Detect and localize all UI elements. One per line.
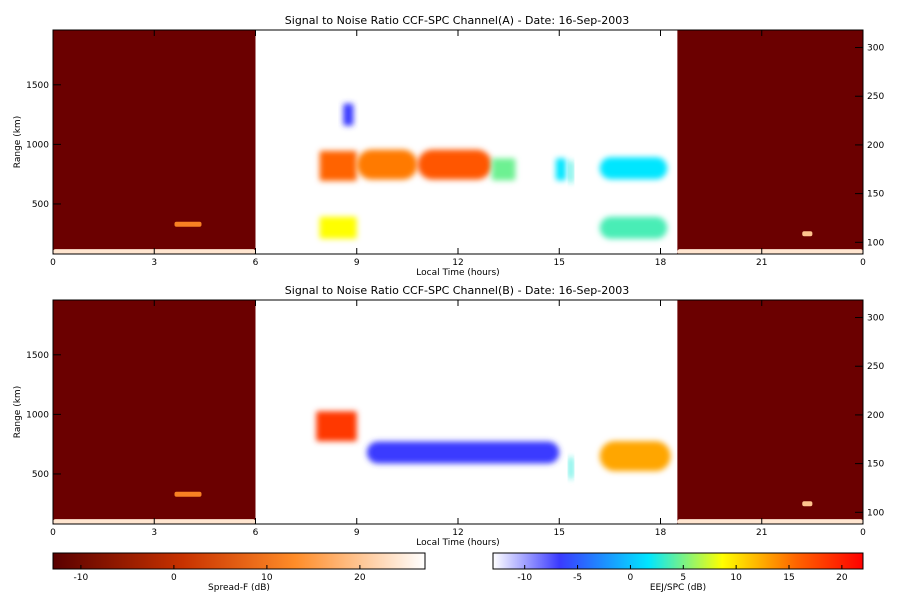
x-tick-label: 3 xyxy=(151,258,157,268)
colorbar-tick-label: 20 xyxy=(836,573,848,583)
right-tick-label: 200 xyxy=(867,141,884,151)
panel-b-title: Signal to Noise Ratio CCF-SPC Channel(B)… xyxy=(285,284,629,297)
right-tick-label: 150 xyxy=(867,190,884,200)
panel-a-features xyxy=(53,30,863,255)
night-segment xyxy=(53,30,256,254)
x-tick-label: 9 xyxy=(354,258,360,268)
echo-region xyxy=(677,249,863,255)
x-tick-label: 12 xyxy=(452,528,463,538)
x-tick-label: 15 xyxy=(554,258,565,268)
echo-region xyxy=(569,457,573,479)
x-tick-label: 15 xyxy=(554,528,565,538)
x-tick-label: 21 xyxy=(756,528,767,538)
colorbar-eej-spc: -10 -5 0 5 10 15 20 EEJ/SPC (dB) xyxy=(492,552,864,593)
colorbar-tick-label: -10 xyxy=(74,573,89,583)
right-tick-label: 100 xyxy=(867,238,884,248)
echo-region xyxy=(569,160,573,183)
echo-region xyxy=(366,441,560,464)
x-tick-label: 6 xyxy=(253,528,259,538)
y-tick-label: 1000 xyxy=(26,410,49,420)
colorbar-tick-label: -10 xyxy=(517,573,532,583)
echo-region xyxy=(174,491,202,497)
echo-region xyxy=(356,149,418,180)
x-tick-label: 0 xyxy=(860,528,866,538)
echo-region xyxy=(802,231,813,237)
x-tick-label: 12 xyxy=(452,258,463,268)
panel-b-right-ticks: 100 150 200 250 300 xyxy=(855,314,884,518)
colorbar-eej-spc-ticks: -10 -5 0 5 10 15 20 xyxy=(517,565,848,583)
y-tick-label: 500 xyxy=(32,470,49,480)
x-tick-label: 0 xyxy=(50,528,56,538)
x-tick-label: 18 xyxy=(655,528,667,538)
echo-region xyxy=(555,158,566,181)
night-segment xyxy=(677,300,863,524)
y-tick-label: 1500 xyxy=(26,81,49,91)
echo-region xyxy=(599,216,668,239)
colorbar-tick-label: 0 xyxy=(628,573,634,583)
panel-a-y-label: Range (km) xyxy=(13,116,23,168)
y-tick-label: 500 xyxy=(32,200,49,210)
x-tick-label: 18 xyxy=(655,258,667,268)
x-tick-label: 0 xyxy=(50,258,56,268)
panel-a-x-ticks: 0 3 6 9 12 15 18 21 0 xyxy=(50,30,866,268)
right-tick-label: 150 xyxy=(867,460,884,470)
panel-b-x-label: Local Time (hours) xyxy=(416,538,499,548)
echo-region xyxy=(316,411,357,442)
right-tick-label: 300 xyxy=(867,44,884,54)
colorbar-spread-f-ticks: -10 0 10 20 xyxy=(74,565,366,583)
echo-region xyxy=(319,150,357,181)
panel-b: Signal to Noise Ratio CCF-SPC Channel(B)… xyxy=(13,284,884,548)
echo-region xyxy=(491,158,516,181)
colorbar-tick-label: -5 xyxy=(573,573,582,583)
right-tick-label: 250 xyxy=(867,92,884,102)
panel-a-x-label: Local Time (hours) xyxy=(416,268,499,278)
echo-region xyxy=(343,103,354,126)
colorbar-tick-label: 5 xyxy=(680,573,686,583)
echo-region xyxy=(599,441,671,472)
x-tick-label: 0 xyxy=(860,258,866,268)
colorbar-tick-label: 0 xyxy=(171,573,177,583)
colorbar-spread-f-scale xyxy=(52,552,426,570)
panel-a-y-ticks: 500 1000 1500 xyxy=(26,81,61,210)
colorbar-eej-spc-label: EEJ/SPC (dB) xyxy=(650,583,706,593)
colorbar-tick-label: 15 xyxy=(783,573,794,583)
y-tick-label: 1000 xyxy=(26,140,49,150)
echo-region xyxy=(174,221,202,227)
x-tick-label: 6 xyxy=(253,258,259,268)
panel-b-y-label: Range (km) xyxy=(13,386,23,438)
panel-a: Signal to Noise Ratio CCF-SPC Channel(A)… xyxy=(13,14,884,278)
colorbar-tick-label: 20 xyxy=(354,573,366,583)
colorbar-tick-label: 10 xyxy=(261,573,273,583)
panel-a-plot xyxy=(52,29,864,255)
y-tick-label: 1500 xyxy=(26,351,49,361)
colorbar-spread-f-label: Spread-F (dB) xyxy=(208,583,270,593)
x-tick-label: 3 xyxy=(151,528,157,538)
echo-region xyxy=(677,519,863,525)
colorbar-eej-spc-scale xyxy=(492,552,864,570)
echo-region xyxy=(599,157,668,180)
right-tick-label: 100 xyxy=(867,508,884,518)
echo-region xyxy=(417,149,492,180)
panel-b-plot xyxy=(52,299,864,525)
x-tick-label: 9 xyxy=(354,528,360,538)
night-segment xyxy=(677,30,863,254)
x-tick-label: 21 xyxy=(756,258,767,268)
echo-region xyxy=(319,216,357,239)
night-segment xyxy=(53,300,256,524)
panel-b-x-ticks: 0 3 6 9 12 15 18 21 0 xyxy=(50,300,866,538)
panel-b-y-ticks: 500 1000 1500 xyxy=(26,351,61,480)
panel-a-right-ticks: 100 150 200 250 300 xyxy=(855,44,884,248)
panel-a-title: Signal to Noise Ratio CCF-SPC Channel(A)… xyxy=(285,14,629,27)
right-tick-label: 200 xyxy=(867,411,884,421)
colorbar-tick-label: 10 xyxy=(730,573,742,583)
right-tick-label: 300 xyxy=(867,314,884,324)
right-tick-label: 250 xyxy=(867,362,884,372)
echo-region xyxy=(802,501,813,507)
colorbar-spread-f: -10 0 10 20 Spread-F (dB) xyxy=(52,552,426,593)
